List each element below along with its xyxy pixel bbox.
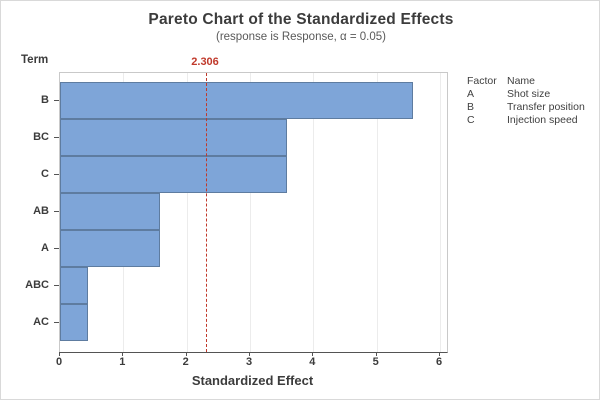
- legend-header-name: Name: [507, 75, 536, 87]
- reference-line: [206, 73, 208, 352]
- legend: Factor Name A Shot size B Transfer position C I…: [467, 75, 585, 127]
- reference-line-label: 2.306: [191, 56, 219, 68]
- bar-C: [60, 156, 287, 193]
- bar-ABC: [60, 267, 88, 304]
- legend-row-A: A Shot size: [467, 88, 585, 101]
- y-tick: [54, 210, 59, 212]
- y-tick: [54, 136, 59, 138]
- bar-AB: [60, 193, 160, 230]
- x-tick-label: 2: [182, 356, 189, 368]
- x-tick-label: 1: [119, 356, 126, 368]
- legend-header-factor: Factor: [467, 75, 497, 87]
- bar-A: [60, 230, 160, 267]
- x-tick-label: 4: [309, 356, 316, 368]
- gridline: [440, 73, 441, 352]
- y-tick-label: AC: [33, 315, 49, 328]
- legend-row-C-name: Injection speed: [507, 114, 578, 126]
- y-tick-label: A: [41, 241, 49, 254]
- y-tick-label: B: [41, 93, 49, 106]
- x-tick: [249, 352, 250, 356]
- chart-subtitle: (response is Response, α = 0.05): [216, 31, 386, 43]
- y-tick: [54, 247, 59, 249]
- y-axis-title: Term: [21, 54, 49, 66]
- gridline: [186, 73, 188, 352]
- x-tick: [59, 352, 60, 356]
- gridline: [250, 73, 251, 352]
- x-tick: [439, 352, 440, 356]
- legend-row-B-name: Transfer position: [507, 101, 585, 113]
- x-tick-label: 3: [245, 356, 253, 368]
- x-tick: [122, 352, 124, 356]
- legend-row-B: B Transfer position: [467, 101, 585, 114]
- legend-row-C: C Injection speed: [467, 114, 585, 127]
- x-tick-label: 5: [372, 356, 379, 368]
- plot-area: [59, 72, 448, 353]
- legend-header: Factor Name: [467, 75, 585, 88]
- y-tick: [54, 321, 59, 323]
- bar-B: [60, 82, 413, 119]
- gridline: [313, 73, 315, 352]
- legend-row-A-factor: A: [467, 88, 475, 100]
- y-tick-label: C: [41, 167, 49, 180]
- x-axis-title: Standardized Effect: [191, 373, 314, 388]
- legend-row-B-factor: B: [467, 101, 475, 113]
- y-tick: [54, 284, 59, 286]
- x-tick-label: 0: [55, 356, 63, 368]
- legend-row-C-factor: C: [467, 114, 475, 126]
- y-tick: [54, 173, 59, 175]
- y-tick-label: BC: [33, 130, 49, 143]
- bar-BC: [60, 119, 287, 156]
- x-tick-label: 6: [435, 356, 443, 368]
- bar-AC: [60, 304, 88, 341]
- x-tick: [375, 352, 377, 356]
- gridline: [376, 73, 378, 352]
- x-tick: [312, 352, 314, 356]
- chart-title: Pareto Chart of the Standardized Effects: [148, 11, 454, 28]
- y-tick-label: AB: [33, 204, 49, 217]
- y-tick: [54, 99, 59, 101]
- y-tick-label: ABC: [25, 278, 49, 291]
- legend-row-A-name: Shot size: [507, 88, 551, 100]
- x-tick: [185, 352, 187, 356]
